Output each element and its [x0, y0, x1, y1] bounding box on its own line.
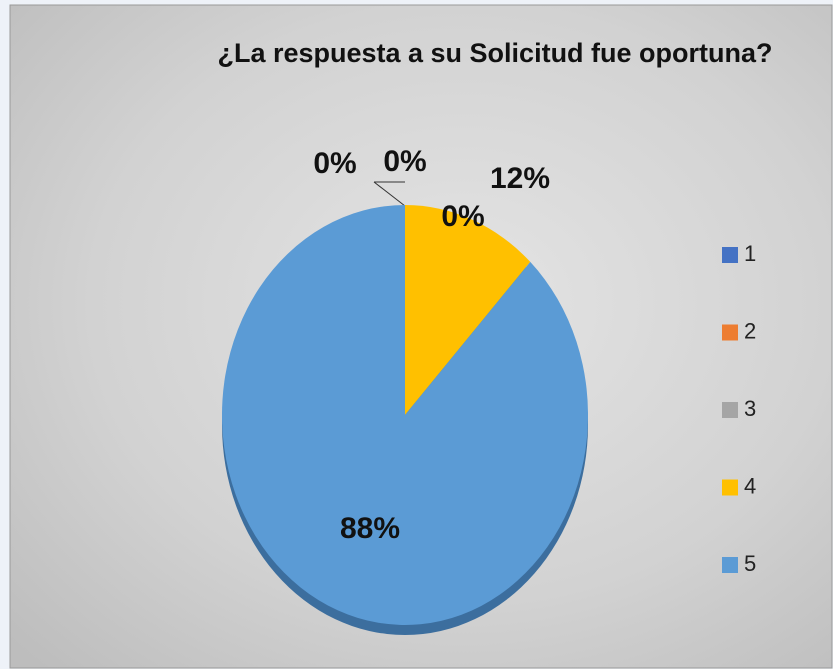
- legend-label: 2: [744, 318, 756, 343]
- legend-label: 5: [744, 551, 756, 576]
- leader-line: [373, 181, 406, 207]
- chart-title: ¿La respuesta a su Solicitud fue oportun…: [217, 38, 772, 68]
- pie-slice: [221, 205, 588, 625]
- data-label: 12%: [490, 162, 550, 195]
- legend-swatch: [722, 247, 738, 263]
- data-label: 0%: [313, 147, 356, 180]
- legend-swatch: [722, 479, 738, 496]
- legend-label: 4: [744, 473, 756, 498]
- legend-swatch: [722, 557, 738, 573]
- legend-label: 3: [744, 396, 756, 421]
- data-label: 88%: [340, 512, 400, 545]
- pie-slice: [405, 205, 531, 415]
- legend-swatch: [722, 324, 738, 341]
- legend-swatch: [722, 402, 738, 418]
- legend-label: 1: [744, 241, 756, 266]
- data-label: 0%: [441, 200, 484, 233]
- data-label: 0%: [383, 145, 426, 178]
